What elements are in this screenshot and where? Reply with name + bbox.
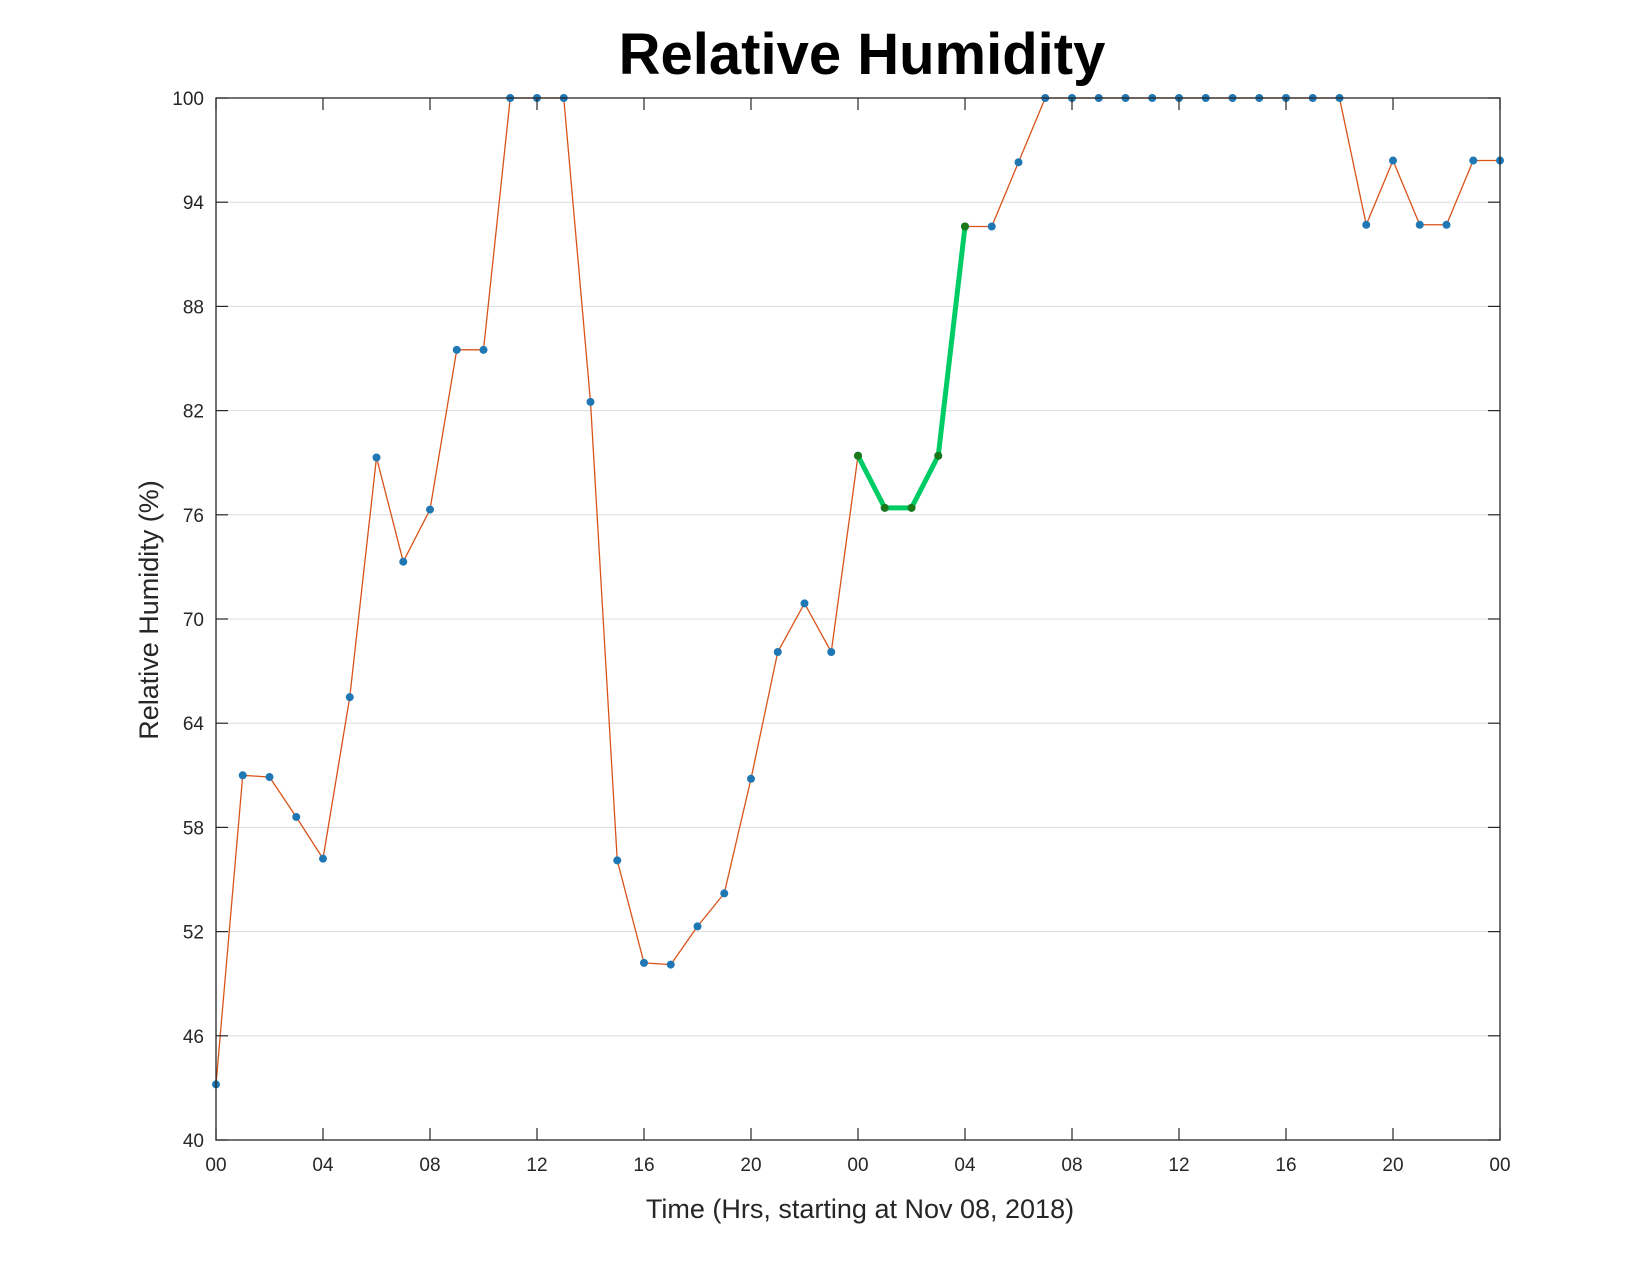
data-point [479,345,488,354]
y-tick-label: 46 [183,1027,204,1048]
series-1 [854,222,969,512]
x-tick-label: 12 [1168,1155,1189,1176]
data-point [265,773,274,782]
y-tick-label: 58 [183,818,204,839]
x-tick-label: 12 [526,1155,547,1176]
x-tick-label: 00 [847,1155,868,1176]
y-tick-label: 82 [183,402,204,423]
y-tick-label: 70 [183,610,204,631]
data-point [747,774,755,783]
x-tick-label: 00 [205,1155,226,1176]
data-point [1014,158,1023,167]
series-line [215,97,1500,1085]
data-point [613,856,622,865]
x-tick-label: 00 [1489,1155,1510,1176]
y-tick-label: 64 [183,714,205,735]
data-point [961,222,969,231]
y-tick-label: 88 [183,297,204,318]
data-point [773,647,782,656]
data-point [666,960,675,969]
y-axis-label: Relative Humidity (%) [134,480,164,740]
data-point [399,557,408,566]
data-point [907,503,916,512]
data-point [854,451,862,460]
data-point [640,958,648,967]
data-point [319,854,327,863]
data-point [372,453,381,462]
x-tick-label: 20 [1382,1155,1403,1176]
data-point [800,599,809,608]
y-tick-label: 100 [172,89,204,110]
data-point [693,922,702,931]
x-tick-label: 08 [1061,1155,1082,1176]
x-tick-label: 16 [1275,1155,1296,1176]
x-tick-label: 08 [419,1155,440,1176]
x-tick-label: 04 [954,1155,976,1176]
data-point [238,771,247,780]
data-point [934,451,943,460]
y-tick-label: 94 [183,193,205,214]
chart-title: Relative Humidity [619,22,1106,87]
series-layer [212,94,1504,1089]
data-point [292,812,301,821]
data-point [720,889,729,898]
data-point [880,503,889,512]
data-point [452,345,461,354]
data-point [1389,156,1397,165]
data-point [987,222,996,231]
data-point [1415,220,1424,229]
data-point [426,505,434,514]
data-point [1362,220,1371,229]
data-point [1469,156,1478,165]
y-tick-label: 40 [183,1131,204,1152]
data-point [1442,220,1451,229]
series-line [855,226,968,511]
x-tick-label: 16 [633,1155,654,1176]
axis-ticks: 40 46 52 58 64 70 76 82 88 94 100 00 04 08 12 16 20 00 04 0… [172,89,1510,1176]
data-point [586,397,595,406]
gridlines [216,201,1500,1037]
y-tick-label: 76 [183,506,204,527]
data-point [345,693,354,702]
x-tick-label: 20 [740,1155,761,1176]
x-axis-label: Time (Hrs, starting at Nov 08, 2018) [646,1194,1074,1224]
y-tick-label: 52 [183,923,204,944]
x-tick-label: 04 [312,1155,334,1176]
data-point [827,647,836,656]
series-0 [212,94,1504,1089]
